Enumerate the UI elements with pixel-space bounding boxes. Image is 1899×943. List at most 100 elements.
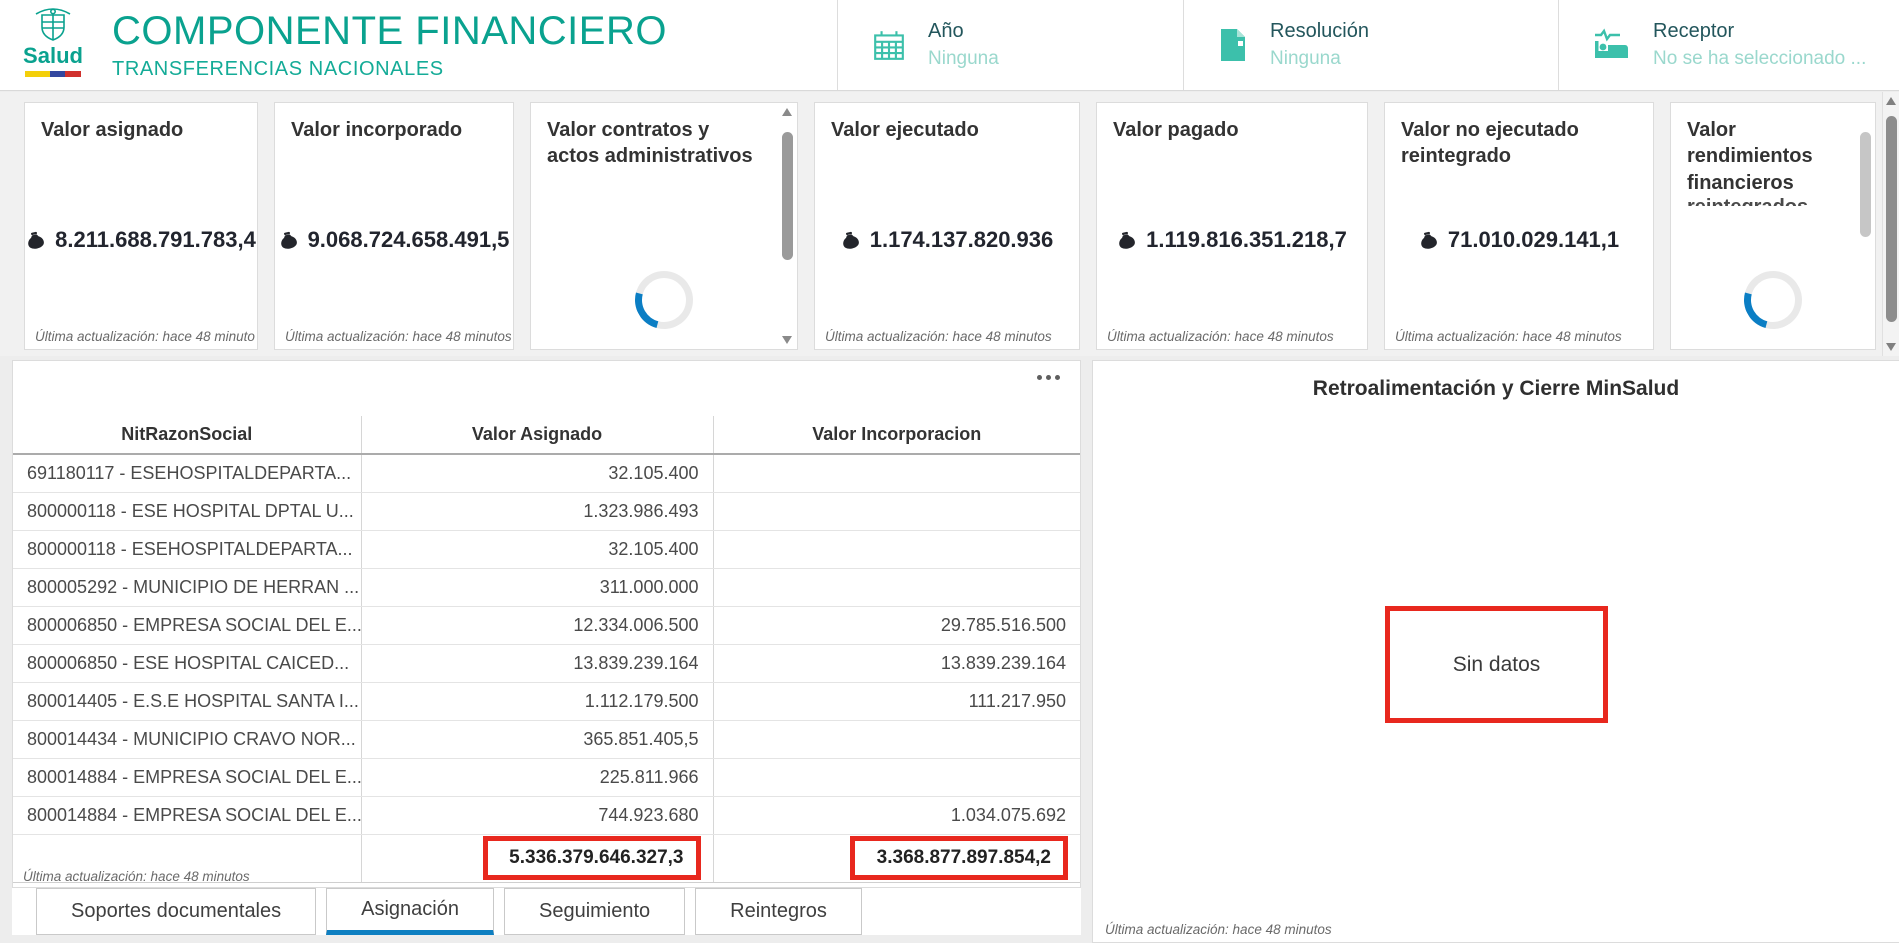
- table-row[interactable]: 800014434 - MUNICIPIO CRAVO NOR... 365.8…: [13, 720, 1080, 759]
- kpi-last-updated: Última actualización: hace 48 minutos: [825, 329, 1052, 344]
- money-bag-icon: [28, 231, 45, 249]
- resolution-selector[interactable]: Resolución Ninguna: [1183, 0, 1558, 90]
- cell-asignado: 744.923.680: [360, 796, 713, 835]
- feedback-panel: Retroalimentación y Cierre MinSalud Sin …: [1092, 360, 1899, 943]
- table-row[interactable]: 800014884 - EMPRESA SOCIAL DEL E... 744.…: [13, 796, 1080, 835]
- cell-incorporacion: [712, 454, 1080, 493]
- cell-nit[interactable]: 691180117 - ESEHOSPITALDEPARTA...: [13, 454, 361, 493]
- kpi-title: Valor ejecutado: [831, 119, 979, 141]
- table-row[interactable]: 691180117 - ESEHOSPITALDEPARTA... 32.105…: [13, 454, 1080, 493]
- loading-spinner: [1733, 260, 1813, 340]
- column-header-nitrazonsocial[interactable]: NitRazonSocial: [13, 416, 361, 455]
- assignment-table-panel: NitRazonSocial Valor Asignado Valor Inco…: [12, 360, 1081, 888]
- totals-incorporacion-cell: 3.368.877.897.854,2: [712, 834, 1080, 883]
- cell-asignado: 32.105.400: [360, 454, 713, 493]
- column-header-valor-incorporacion[interactable]: Valor Incorporacion: [712, 416, 1080, 455]
- patient-bed-icon: [1595, 28, 1628, 58]
- table-row[interactable]: 800005292 - MUNICIPIO DE HERRAN ... 311.…: [13, 568, 1080, 607]
- cell-incorporacion: 29.785.516.500: [712, 606, 1080, 645]
- cell-asignado: 1.323.986.493: [360, 492, 713, 531]
- scroll-down-arrow-icon[interactable]: [782, 336, 792, 344]
- cell-incorporacion: 111.217.950: [712, 682, 1080, 721]
- scrollbar-thumb[interactable]: [1860, 132, 1871, 237]
- cell-nit[interactable]: 800014405 - E.S.E HOSPITAL SANTA I...: [13, 682, 361, 721]
- scroll-down-arrow-icon[interactable]: [1886, 343, 1896, 351]
- colombia-flag-bar: [25, 71, 81, 78]
- feedback-panel-title: Retroalimentación y Cierre MinSalud: [1312, 377, 1680, 400]
- cell-nit[interactable]: 800000118 - ESE HOSPITAL DPTAL U...: [13, 492, 361, 531]
- cell-nit[interactable]: 800006850 - ESE HOSPITAL CAICED...: [13, 644, 361, 683]
- tab-asignacion[interactable]: Asignación: [326, 888, 494, 935]
- cell-nit[interactable]: 800005292 - MUNICIPIO DE HERRAN ...: [13, 568, 361, 607]
- resolution-selector-label: Resolución: [1270, 20, 1369, 42]
- more-options-icon[interactable]: [1033, 371, 1064, 384]
- kpi-title: Valor rendimientos financieros: [1687, 119, 1813, 194]
- year-selector[interactable]: Año Ninguna: [837, 0, 1183, 90]
- money-bag-icon: [1421, 231, 1437, 249]
- kpi-title: Valor no ejecutado reintegrado: [1401, 119, 1579, 168]
- cell-incorporacion: [712, 530, 1080, 569]
- scroll-up-arrow-icon[interactable]: [782, 108, 792, 116]
- cell-incorporacion: 13.839.239.164: [712, 644, 1080, 683]
- table-header-row: NitRazonSocial Valor Asignado Valor Inco…: [13, 416, 1080, 455]
- receptor-selector[interactable]: Receptor No se ha seleccionado ...: [1558, 0, 1899, 90]
- kpi-title: Valor asignado: [41, 119, 184, 141]
- calendar-icon: [874, 31, 904, 60]
- header-bar: Salud COMPONENTE FINANCIERO TRANSFERENCI…: [0, 0, 1899, 91]
- scroll-up-arrow-icon[interactable]: [1886, 97, 1896, 105]
- receptor-selector-label: Receptor: [1653, 20, 1735, 42]
- table-totals-row: 5.336.379.646.327,3 3.368.877.897.854,2: [13, 834, 1080, 883]
- cell-nit[interactable]: 800006850 - EMPRESA SOCIAL DEL E...: [13, 606, 361, 645]
- assignment-table: NitRazonSocial Valor Asignado Valor Inco…: [13, 416, 1080, 883]
- total-incorporacion-highlight-box: 3.368.877.897.854,2: [850, 836, 1068, 880]
- table-row[interactable]: 800000118 - ESEHOSPITALDEPARTA... 32.105…: [13, 530, 1080, 569]
- table-row[interactable]: 800014884 - EMPRESA SOCIAL DEL E... 225.…: [13, 758, 1080, 797]
- year-selector-value: Ninguna: [928, 48, 999, 69]
- cell-nit[interactable]: 800014884 - EMPRESA SOCIAL DEL E...: [13, 758, 361, 797]
- column-header-valor-asignado[interactable]: Valor Asignado: [360, 416, 713, 455]
- kpi-value: 1.174.137.820.936: [869, 227, 1054, 252]
- kpi-card-valor-asignado: Valor asignado 8.211.688.791.783,4 Últim…: [24, 102, 258, 350]
- no-data-highlight-box: Sin datos: [1385, 606, 1608, 723]
- kpi-row-vertical-scrollbar[interactable]: [1882, 92, 1899, 356]
- card-vertical-scrollbar[interactable]: [1858, 106, 1873, 346]
- cell-asignado: 12.334.006.500: [360, 606, 713, 645]
- kpi-last-updated: Última actualización: hace 48 minutos: [35, 329, 255, 344]
- document-icon: [1221, 29, 1245, 61]
- feedback-last-updated: Última actualización: hace 48 minutos: [1105, 922, 1332, 937]
- kpi-value: 8.211.688.791.783,4: [55, 227, 256, 252]
- table-last-updated: Última actualización: hace 48 minutos: [23, 869, 250, 884]
- cell-asignado: 13.839.239.164: [360, 644, 713, 683]
- cell-asignado: 311.000.000: [360, 568, 713, 607]
- table-row[interactable]: 800006850 - EMPRESA SOCIAL DEL E... 12.3…: [13, 606, 1080, 645]
- money-bag-icon: [280, 231, 297, 249]
- cell-nit[interactable]: 800014884 - EMPRESA SOCIAL DEL E...: [13, 796, 361, 835]
- kpi-card-row: Valor asignado 8.211.688.791.783,4 Últim…: [0, 92, 1899, 356]
- kpi-title: Valor contratos y actos administrativos: [547, 119, 753, 168]
- scrollbar-thumb[interactable]: [782, 132, 793, 260]
- cell-incorporacion: [712, 492, 1080, 531]
- cell-asignado: 225.811.966: [360, 758, 713, 797]
- table-row[interactable]: 800000118 - ESE HOSPITAL DPTAL U... 1.32…: [13, 492, 1080, 531]
- cell-nit[interactable]: 800014434 - MUNICIPIO CRAVO NOR...: [13, 720, 361, 759]
- cell-incorporacion: [712, 720, 1080, 759]
- kpi-title: Valor incorporado: [291, 119, 463, 141]
- scrollbar-thumb[interactable]: [1886, 116, 1897, 322]
- kpi-card-valor-contratos: Valor contratos y actos administrativos: [530, 102, 798, 350]
- table-row[interactable]: 800006850 - ESE HOSPITAL CAICED... 13.83…: [13, 644, 1080, 683]
- kpi-card-valor-incorporado: Valor incorporado 9.068.724.658.491,5 Úl…: [274, 102, 514, 350]
- money-bag-icon: [842, 231, 859, 249]
- tab-soportes-documentales[interactable]: Soportes documentales: [36, 888, 317, 935]
- table-row[interactable]: 800014405 - E.S.E HOSPITAL SANTA I... 1.…: [13, 682, 1080, 721]
- resolution-selector-value: Ninguna: [1270, 48, 1341, 69]
- header-titles: COMPONENTE FINANCIERO TRANSFERENCIAS NAC…: [112, 9, 667, 81]
- cell-incorporacion: [712, 758, 1080, 797]
- logo-text: Salud: [23, 43, 83, 68]
- bottom-tab-bar: Soportes documentales Asignación Seguimi…: [12, 888, 1081, 935]
- card-vertical-scrollbar[interactable]: [780, 106, 795, 346]
- coat-of-arms-icon: [35, 8, 71, 41]
- tab-reintegros[interactable]: Reintegros: [695, 888, 862, 935]
- cell-nit[interactable]: 800000118 - ESEHOSPITALDEPARTA...: [13, 530, 361, 569]
- tab-seguimiento[interactable]: Seguimiento: [503, 888, 686, 935]
